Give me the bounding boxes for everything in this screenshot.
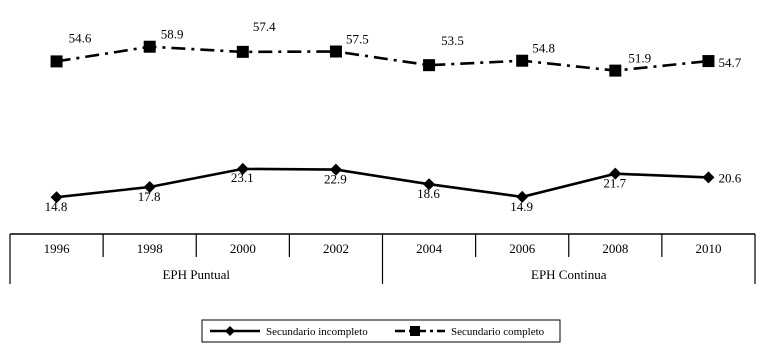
data-label: 53.5 [441, 33, 464, 48]
data-point-diamond [702, 171, 715, 184]
data-point-square [50, 55, 63, 68]
data-point-diamond [516, 190, 529, 203]
data-point-square [609, 64, 622, 77]
legend-marker-diamond [225, 326, 235, 336]
data-label: 17.8 [138, 189, 161, 204]
data-label: 57.4 [253, 19, 276, 34]
data-label: 21.7 [603, 176, 626, 191]
data-point-diamond [329, 163, 342, 176]
data-label: 14.9 [510, 199, 533, 214]
x-tick-label: 2006 [509, 241, 536, 256]
data-point-diamond [143, 180, 156, 193]
data-label: 23.1 [231, 170, 254, 185]
data-point-square [516, 54, 529, 67]
data-point-square [423, 59, 436, 72]
legend-box [201, 319, 561, 343]
data-label: 54.6 [69, 30, 92, 45]
data-label: 54.7 [718, 55, 741, 70]
legend-marker-square [410, 326, 420, 336]
legend-item: Secundario incompleto [210, 326, 368, 338]
data-label: 58.9 [161, 27, 184, 42]
data-label: 22.9 [324, 172, 347, 187]
x-tick-label: 2004 [416, 241, 443, 256]
data-label: 51.9 [628, 51, 651, 66]
x-tick-label: 1998 [137, 241, 163, 256]
legend: Secundario incompleto Secundario completo [201, 319, 561, 343]
series-line [56, 167, 709, 199]
legend-label: Secundario completo [451, 326, 545, 338]
category-axis-table: EPH Puntual EPH Continua 1996 1998 2000 2002 2… [9, 233, 756, 284]
x-tick-label: 2008 [602, 241, 628, 256]
series-layer: 14.8 17.8 23.1 22.9 18.6 14.9 21.7 20.6 54.6 58.9… [45, 19, 742, 214]
data-point-diamond [50, 191, 63, 204]
series-secundario-incompleto: 14.8 17.8 23.1 22.9 18.6 14.9 21.7 20.6 [45, 162, 742, 214]
series-secundario-completo: 54.6 58.9 57.4 57.5 53.5 54.8 51.9 54.7 [50, 19, 742, 77]
x-tick-label: 2010 [695, 241, 721, 256]
group-label: EPH Continua [531, 267, 607, 282]
data-label: 54.8 [532, 41, 555, 56]
group-label: EPH Puntual [162, 267, 230, 282]
data-point-square [143, 40, 156, 53]
data-point-square [236, 45, 249, 58]
series-line [56, 45, 709, 72]
data-label: 14.8 [45, 199, 68, 214]
legend-item: Secundario completo [395, 326, 545, 338]
data-point-diamond [423, 178, 436, 191]
data-point-diamond [609, 167, 622, 180]
x-tick-label: 2002 [323, 241, 349, 256]
x-tick-label: 2000 [230, 241, 256, 256]
data-point-square [329, 45, 342, 58]
data-point-diamond [236, 162, 249, 175]
data-label: 57.5 [346, 32, 369, 47]
legend-label: Secundario incompleto [266, 326, 368, 338]
data-label: 20.6 [718, 170, 741, 185]
data-label: 18.6 [417, 186, 440, 201]
x-tick-label: 1996 [44, 241, 71, 256]
data-point-square [702, 55, 715, 68]
